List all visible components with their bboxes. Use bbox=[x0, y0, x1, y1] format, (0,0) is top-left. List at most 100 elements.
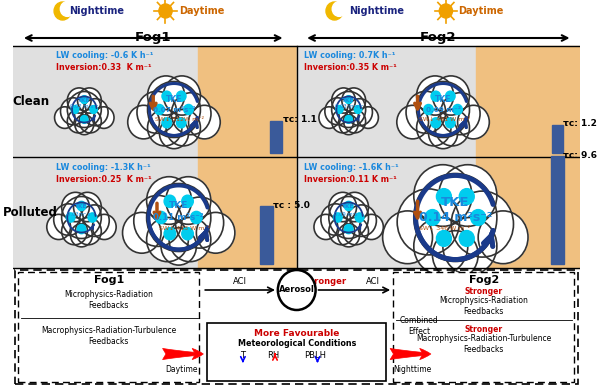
Circle shape bbox=[164, 228, 176, 240]
Circle shape bbox=[459, 189, 474, 205]
Circle shape bbox=[71, 105, 79, 113]
Circle shape bbox=[196, 212, 235, 253]
FancyBboxPatch shape bbox=[207, 323, 386, 381]
Text: Fog2: Fog2 bbox=[420, 32, 457, 44]
Circle shape bbox=[431, 118, 440, 128]
Circle shape bbox=[169, 217, 211, 262]
Text: Inversion:0.35 K m⁻¹: Inversion:0.35 K m⁻¹ bbox=[304, 64, 397, 73]
Text: TKE: TKE bbox=[435, 95, 451, 104]
Circle shape bbox=[77, 224, 86, 234]
Circle shape bbox=[459, 230, 474, 246]
Text: Combined
Effect: Combined Effect bbox=[400, 316, 439, 336]
Text: Daytime: Daytime bbox=[165, 364, 198, 374]
Circle shape bbox=[162, 118, 172, 128]
Circle shape bbox=[176, 118, 186, 128]
Text: Inversion:0.25  K m⁻¹: Inversion:0.25 K m⁻¹ bbox=[56, 174, 152, 183]
Circle shape bbox=[47, 214, 71, 240]
Text: TKE: TKE bbox=[75, 205, 88, 210]
Circle shape bbox=[134, 195, 182, 246]
Circle shape bbox=[439, 165, 497, 226]
Circle shape bbox=[176, 91, 186, 101]
Circle shape bbox=[74, 192, 101, 222]
Text: 0.07 m²s⁻²: 0.07 m²s⁻² bbox=[153, 107, 195, 112]
Bar bbox=[270, 121, 281, 153]
Text: Stronger: Stronger bbox=[464, 288, 503, 296]
Circle shape bbox=[55, 107, 75, 129]
Circle shape bbox=[443, 217, 497, 275]
Text: LW cooling: -1.3K h⁻¹: LW cooling: -1.3K h⁻¹ bbox=[56, 163, 151, 171]
Text: Fog1: Fog1 bbox=[94, 275, 124, 285]
Circle shape bbox=[428, 118, 458, 149]
Text: SW↓ 346 W m⁻²: SW↓ 346 W m⁻² bbox=[419, 226, 470, 231]
Text: Stronger: Stronger bbox=[304, 278, 349, 286]
Circle shape bbox=[414, 165, 472, 226]
Text: SW↓ 491 W m⁻²: SW↓ 491 W m⁻² bbox=[419, 117, 470, 122]
Circle shape bbox=[439, 4, 452, 18]
Text: Macrophysics-Radiation-Turbulence
Feedbacks: Macrophysics-Radiation-Turbulence Feedba… bbox=[41, 326, 176, 346]
Circle shape bbox=[159, 4, 172, 18]
Bar bbox=[476, 46, 580, 268]
Circle shape bbox=[88, 213, 97, 222]
Bar bbox=[297, 46, 476, 268]
Text: TKE: TKE bbox=[343, 98, 355, 103]
Circle shape bbox=[146, 177, 191, 224]
Text: 0.11 m²s⁻²: 0.11 m²s⁻² bbox=[154, 213, 204, 222]
Text: Inversion:0.11 K m⁻¹: Inversion:0.11 K m⁻¹ bbox=[304, 174, 397, 183]
Text: 0.03m² s⁻²: 0.03m² s⁻² bbox=[67, 212, 95, 217]
Circle shape bbox=[62, 217, 88, 245]
Circle shape bbox=[54, 2, 71, 20]
Circle shape bbox=[436, 230, 451, 246]
Text: Aerosol: Aerosol bbox=[279, 286, 314, 295]
Circle shape bbox=[83, 99, 108, 126]
Circle shape bbox=[71, 224, 92, 247]
Text: Macrophysics-Radiation-Turbulence
Feedbacks: Macrophysics-Radiation-Turbulence Feedba… bbox=[416, 334, 551, 354]
Circle shape bbox=[424, 105, 433, 115]
Circle shape bbox=[148, 110, 182, 146]
Text: Fog2: Fog2 bbox=[469, 275, 499, 285]
Text: LW cooling: 0.7K h⁻¹: LW cooling: 0.7K h⁻¹ bbox=[304, 51, 395, 61]
Circle shape bbox=[62, 196, 101, 239]
Text: SW↓ 512W m⁻²: SW↓ 512W m⁻² bbox=[155, 117, 204, 122]
Circle shape bbox=[416, 81, 469, 137]
Text: Fog1: Fog1 bbox=[135, 32, 172, 44]
Circle shape bbox=[470, 210, 485, 225]
Circle shape bbox=[146, 217, 188, 262]
Bar bbox=[13, 46, 197, 268]
Circle shape bbox=[148, 76, 185, 115]
Circle shape bbox=[397, 189, 460, 255]
Text: 0.14 m²s⁻²: 0.14 m²s⁻² bbox=[419, 211, 492, 224]
Circle shape bbox=[188, 105, 220, 139]
Text: τc: 1.1: τc: 1.1 bbox=[283, 115, 316, 125]
Circle shape bbox=[345, 96, 352, 103]
Text: ACI: ACI bbox=[366, 278, 380, 286]
Text: Nighttime: Nighttime bbox=[393, 364, 431, 374]
Circle shape bbox=[344, 110, 365, 133]
Circle shape bbox=[155, 212, 167, 223]
Bar bbox=[551, 125, 563, 153]
Circle shape bbox=[332, 110, 354, 133]
Text: LW cooling: -0.6 K h⁻¹: LW cooling: -0.6 K h⁻¹ bbox=[56, 51, 154, 61]
Circle shape bbox=[182, 195, 193, 207]
Circle shape bbox=[80, 115, 88, 124]
Circle shape bbox=[342, 88, 365, 113]
Circle shape bbox=[383, 211, 433, 264]
Text: TKE: TKE bbox=[169, 201, 188, 210]
Text: TKE: TKE bbox=[343, 205, 355, 210]
Bar bbox=[551, 156, 564, 264]
Circle shape bbox=[329, 217, 355, 245]
Circle shape bbox=[79, 205, 109, 236]
Circle shape bbox=[347, 99, 373, 126]
Text: Daytime: Daytime bbox=[179, 6, 225, 16]
Text: Clean: Clean bbox=[12, 95, 49, 108]
Text: Microphysics-Radiation
Feedbacks: Microphysics-Radiation Feedbacks bbox=[439, 296, 528, 316]
Circle shape bbox=[155, 105, 164, 115]
FancyBboxPatch shape bbox=[18, 272, 199, 382]
Text: 0.09 m⁻²: 0.09 m⁻² bbox=[425, 107, 461, 112]
Text: Daytime: Daytime bbox=[458, 6, 503, 16]
Circle shape bbox=[325, 98, 350, 125]
Circle shape bbox=[478, 211, 528, 264]
Circle shape bbox=[160, 118, 188, 149]
Circle shape bbox=[440, 93, 480, 135]
Text: Nighttime: Nighttime bbox=[69, 6, 124, 16]
Circle shape bbox=[164, 195, 176, 207]
